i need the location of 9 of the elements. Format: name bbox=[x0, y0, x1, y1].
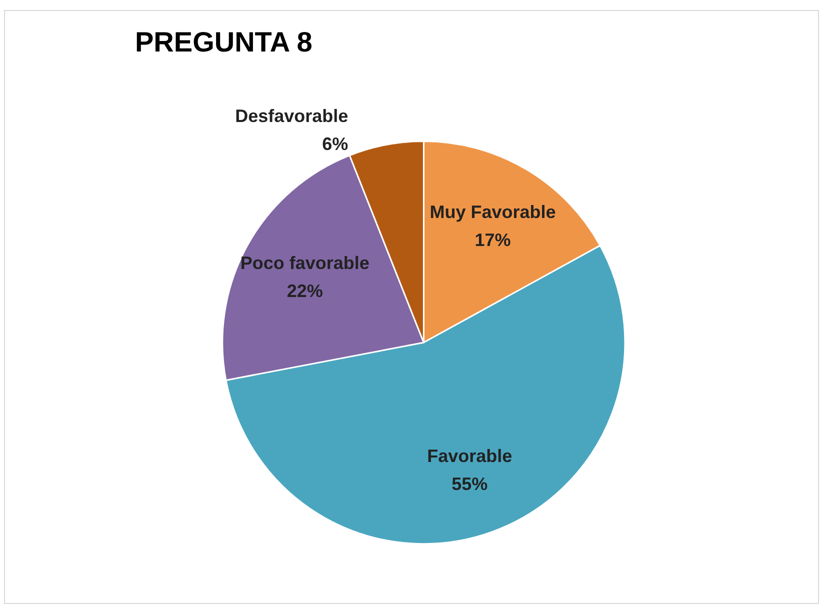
data-label: 55% bbox=[452, 474, 488, 494]
data-label: 6% bbox=[322, 134, 348, 154]
data-label: 17% bbox=[474, 230, 511, 250]
data-label: 22% bbox=[286, 281, 323, 302]
chart-title: PREGUNTA 8 bbox=[135, 26, 312, 58]
slice-label: Poco favorable bbox=[240, 253, 370, 274]
slice-label: Desfavorable bbox=[235, 106, 348, 126]
slice-label: Favorable bbox=[427, 446, 512, 466]
slice-label: Muy Favorable bbox=[430, 202, 556, 222]
